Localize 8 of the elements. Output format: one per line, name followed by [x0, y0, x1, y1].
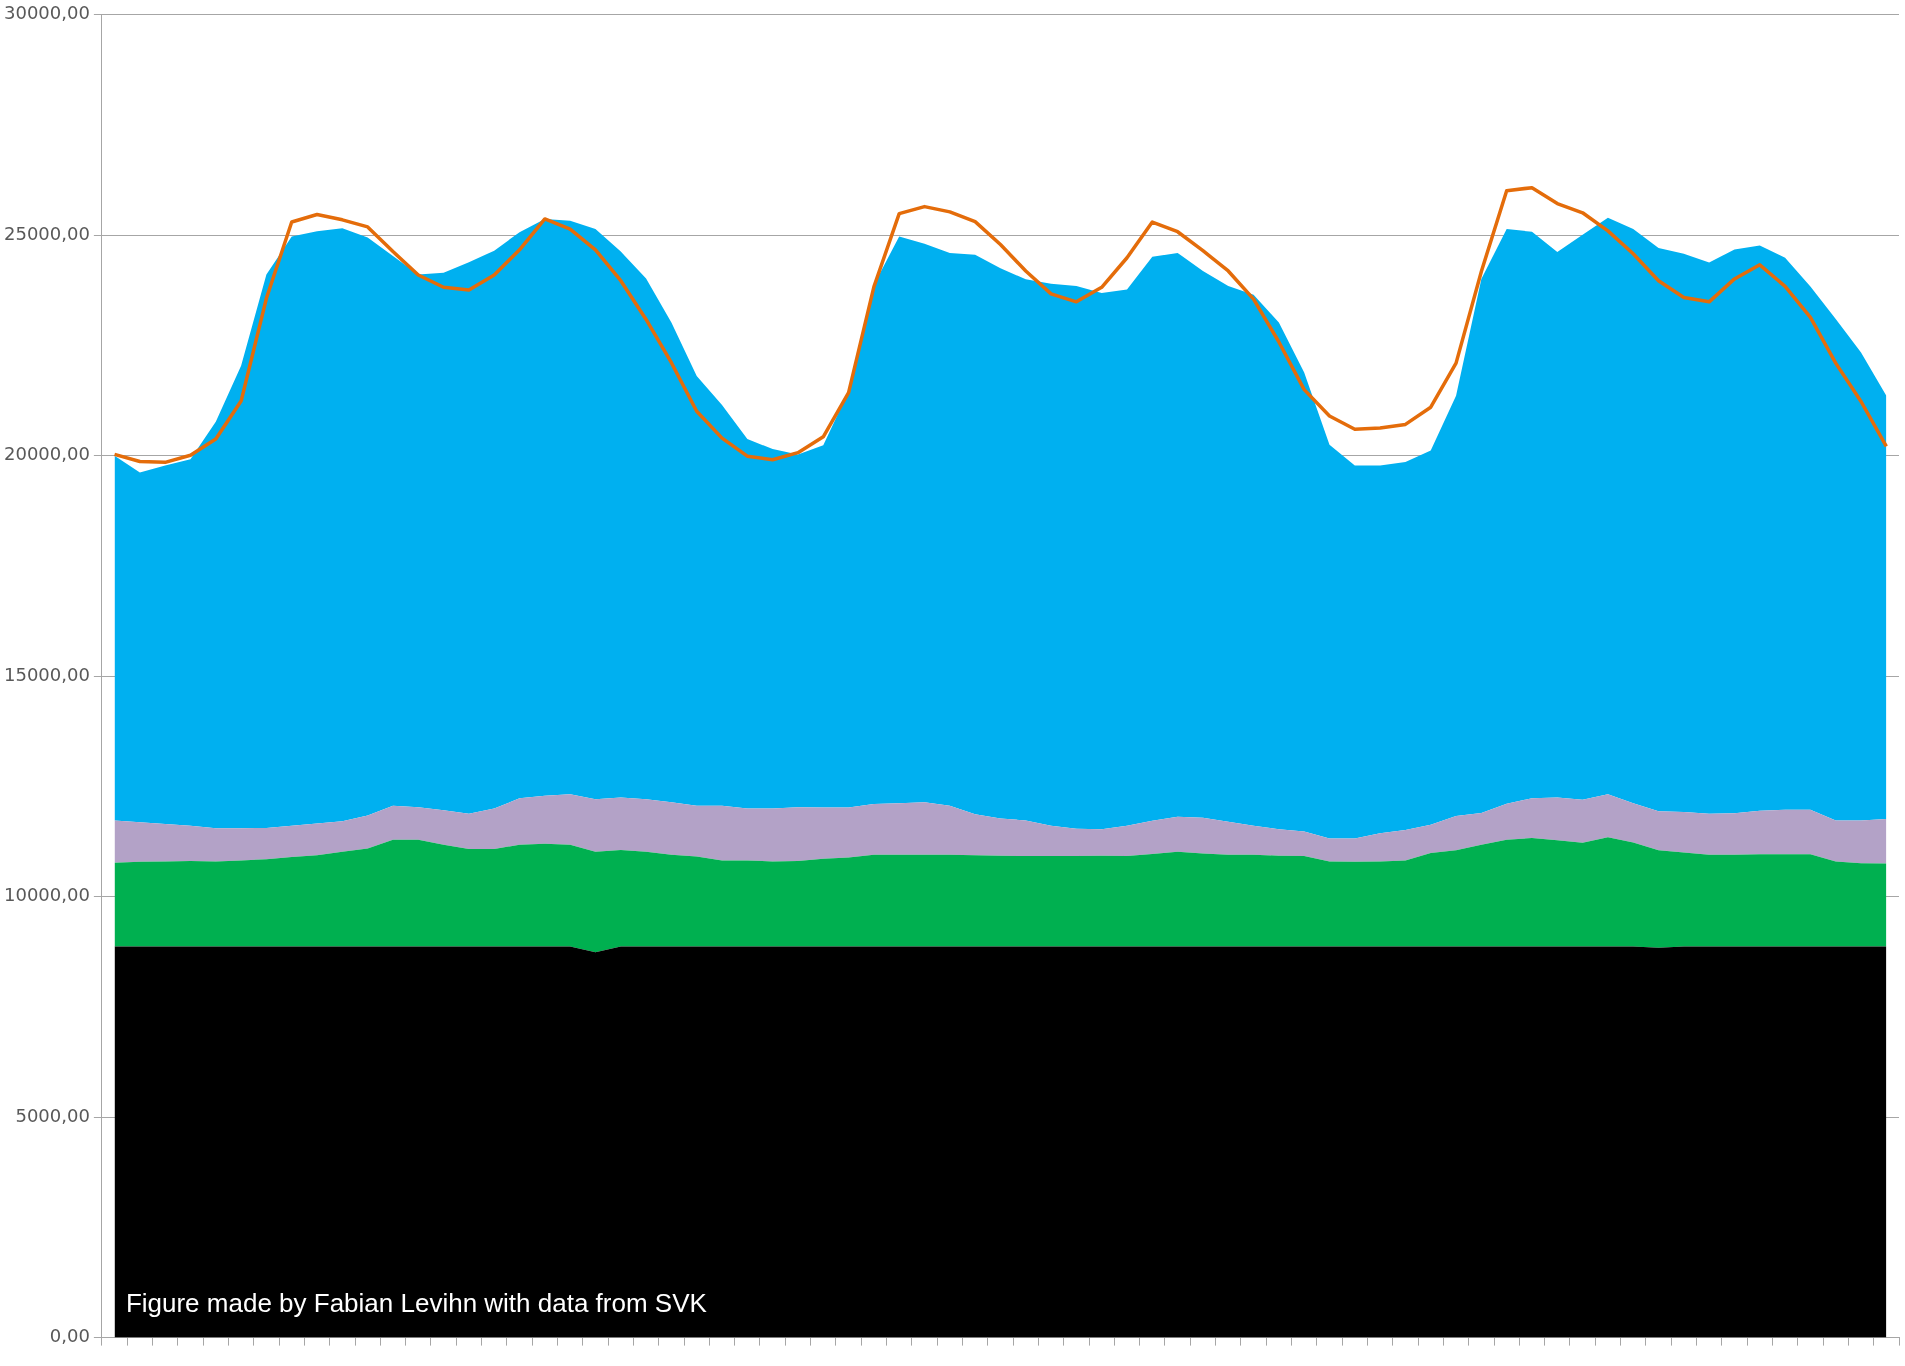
y-tick-label: 20000,00 [4, 443, 90, 465]
y-tick-label: 0,00 [49, 1325, 90, 1347]
y-tick-label: 30000,00 [4, 2, 90, 24]
y-tick-label: 5000,00 [15, 1104, 90, 1126]
y-tick-label: 10000,00 [4, 884, 90, 906]
annotation: Figure made by Fabian Levihn with data from SVK [125, 1287, 708, 1318]
y-tick-label: 25000,00 [4, 222, 90, 244]
y-tick-label: 15000,00 [4, 663, 90, 685]
